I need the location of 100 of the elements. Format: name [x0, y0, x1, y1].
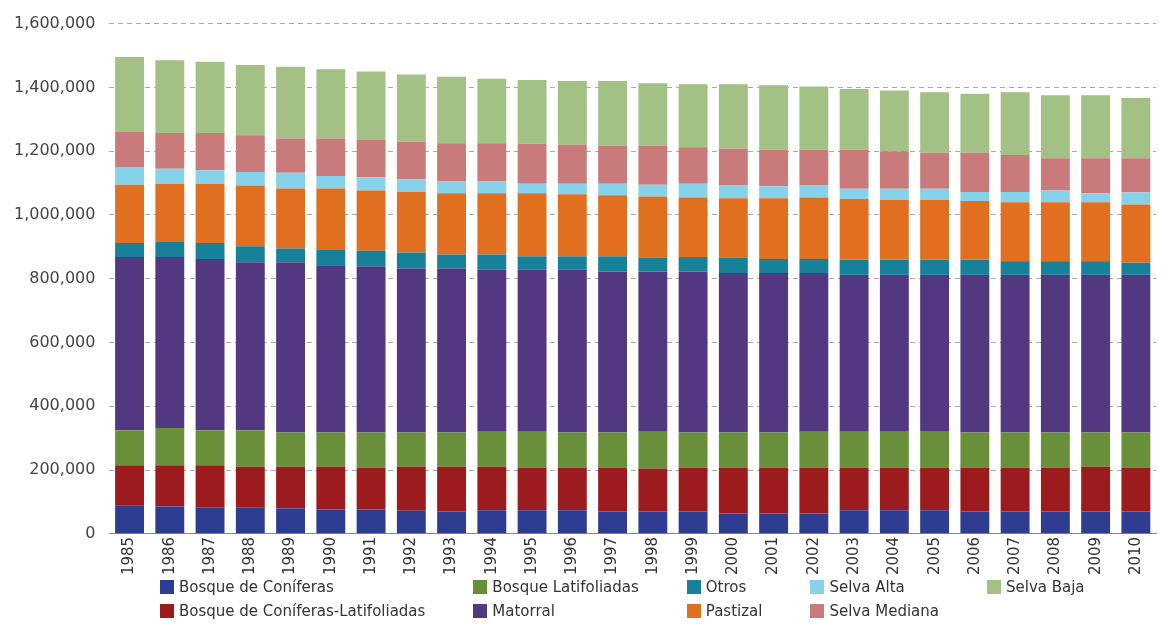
- bar: [920, 510, 950, 534]
- bar: [718, 432, 748, 468]
- bar: [718, 257, 748, 273]
- bar: [356, 190, 386, 251]
- y-tick-label: 1,600,000: [13, 12, 96, 32]
- bar: [115, 505, 144, 534]
- bar: [1000, 467, 1030, 512]
- bar: [557, 432, 587, 468]
- bar: [195, 465, 225, 508]
- bar: [437, 466, 467, 512]
- x-tick-label: 2007: [1005, 536, 1024, 576]
- bar: [879, 510, 909, 534]
- y-tick-label: 200,000: [29, 459, 96, 479]
- x-tick-label: 1986: [159, 536, 178, 576]
- bar: [839, 431, 869, 468]
- bar: [960, 259, 990, 275]
- x-tick-label: 2000: [723, 536, 742, 576]
- x-tick-label: 1993: [441, 536, 460, 576]
- bar: [718, 84, 748, 149]
- bar: [1000, 511, 1030, 534]
- bar: [1040, 511, 1070, 534]
- bar: [1121, 274, 1151, 433]
- bar: [1040, 95, 1070, 159]
- bar: [396, 510, 426, 534]
- bar: [879, 274, 909, 432]
- x-tick-label: 2002: [803, 536, 822, 576]
- bar: [799, 258, 829, 273]
- bar: [759, 149, 789, 187]
- x-tick-label: 2003: [844, 536, 862, 576]
- bar: [195, 430, 225, 466]
- bar: [759, 186, 789, 199]
- bar: [920, 92, 950, 153]
- bar: [678, 432, 708, 468]
- bar: [396, 268, 426, 433]
- bar: [155, 427, 185, 466]
- legend-label: Bosque de Coníferas-Latifoliadas: [179, 602, 426, 620]
- bar: [759, 513, 789, 534]
- bar: [1081, 274, 1111, 433]
- bar: [920, 259, 950, 275]
- bar: [316, 466, 346, 510]
- bar: [396, 191, 426, 253]
- bar: [960, 200, 990, 260]
- bar: [235, 430, 265, 467]
- bar: [839, 198, 869, 260]
- bar: [477, 510, 507, 534]
- bar: [235, 507, 265, 534]
- bar: [1040, 432, 1070, 468]
- bar: [1000, 432, 1030, 468]
- bar: [638, 196, 668, 258]
- y-tick-label: 1,000,000: [13, 204, 96, 224]
- bar: [718, 467, 748, 514]
- bar: [1000, 92, 1030, 155]
- bar: [1081, 511, 1111, 534]
- bar: [1040, 467, 1070, 512]
- bar: [1121, 511, 1151, 534]
- bar: [960, 432, 990, 468]
- bar: [477, 269, 507, 432]
- bar: [235, 171, 265, 186]
- bar: [839, 88, 869, 150]
- bar: [598, 183, 628, 196]
- bar: [517, 431, 547, 468]
- bar: [517, 269, 547, 432]
- bar: [155, 184, 185, 243]
- bar: [598, 432, 628, 468]
- bar: [276, 188, 306, 249]
- bar: [396, 141, 426, 180]
- bar: [799, 185, 829, 198]
- bar: [759, 432, 789, 468]
- bar: [557, 510, 587, 534]
- bar: [678, 257, 708, 272]
- bar: [678, 467, 708, 512]
- bar: [879, 467, 909, 511]
- bar: [437, 143, 467, 182]
- bar: [477, 431, 507, 467]
- bar: [598, 81, 628, 146]
- legend-label: Selva Baja: [1005, 578, 1085, 596]
- bar: [115, 184, 144, 243]
- bar: [638, 468, 668, 512]
- bar: [799, 86, 829, 150]
- x-tick-label: 2008: [1045, 536, 1064, 576]
- bar: [960, 152, 990, 192]
- bar: [1121, 262, 1151, 275]
- bar: [195, 170, 225, 184]
- y-tick-label: 1,400,000: [13, 76, 96, 96]
- legend-label: Pastizal: [705, 602, 763, 620]
- bar: [195, 507, 225, 534]
- bar: [477, 143, 507, 182]
- bar: [235, 262, 265, 431]
- bar: [276, 138, 306, 173]
- x-tick-label: 1997: [602, 536, 621, 576]
- bar: [477, 78, 507, 144]
- bar: [477, 193, 507, 255]
- y-tick-label: 600,000: [29, 331, 96, 351]
- bar: [517, 467, 547, 511]
- bar: [1081, 432, 1111, 467]
- bar: [1040, 261, 1070, 275]
- y-tick-label: 400,000: [29, 395, 96, 415]
- bar: [155, 506, 185, 534]
- bar: [920, 199, 950, 260]
- bar: [557, 183, 587, 195]
